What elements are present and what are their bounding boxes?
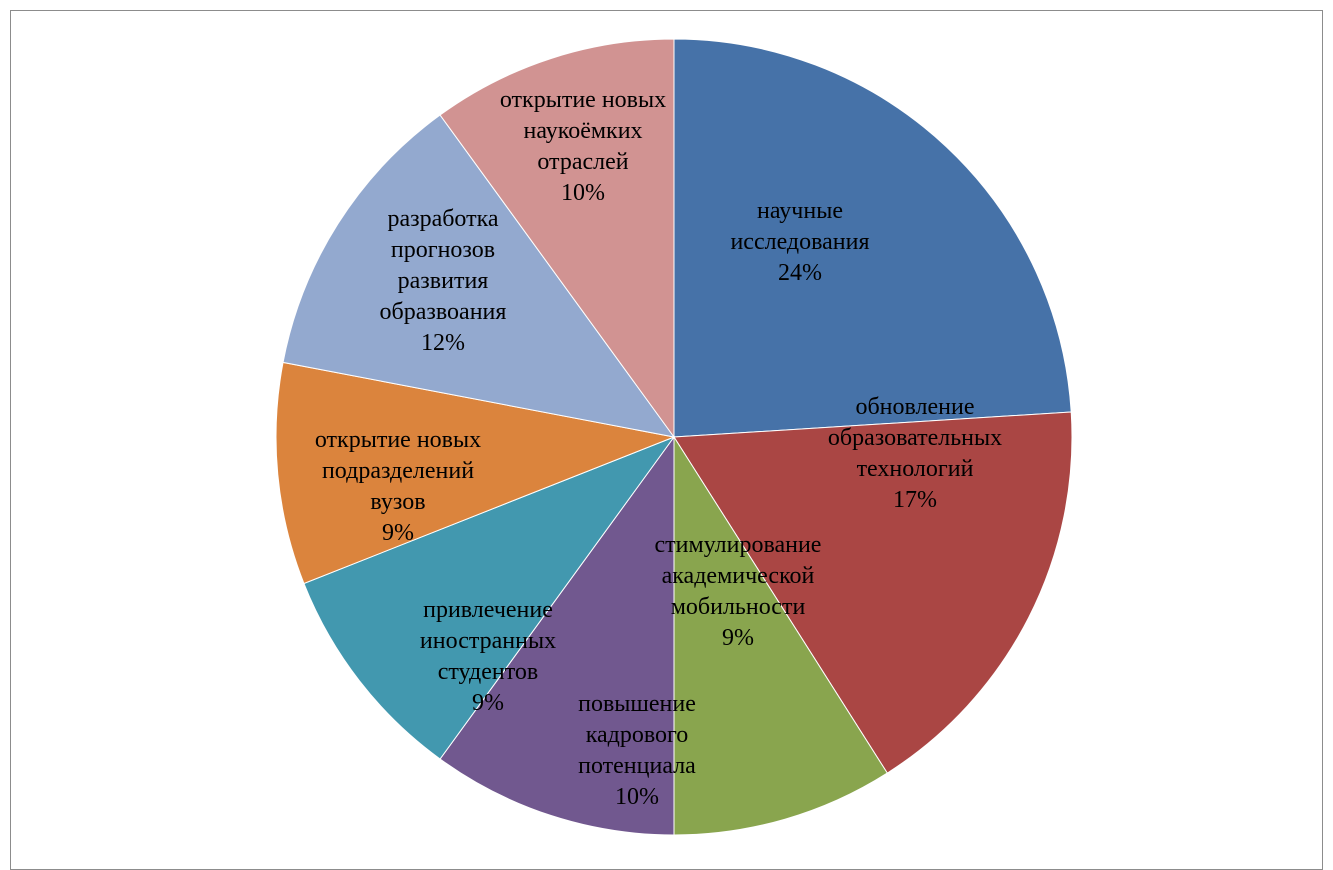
slice-label-line: открытие новых bbox=[500, 87, 666, 113]
slice-label-line: потенциала bbox=[578, 753, 696, 779]
slice-percent: 10% bbox=[561, 180, 605, 206]
slice-label-line: стимулирование bbox=[655, 532, 822, 558]
slice-label-line: образовательных bbox=[828, 425, 1002, 451]
slice-label-line: повышение bbox=[578, 691, 696, 717]
slice-label-line: мобильности bbox=[671, 594, 806, 620]
slice-label-line: наукоёмких bbox=[523, 118, 642, 144]
slice-label-line: студентов bbox=[438, 659, 539, 685]
slice-percent: 17% bbox=[893, 487, 937, 513]
pie-slice-7 bbox=[282, 114, 676, 438]
slice-percent: 10% bbox=[615, 784, 659, 810]
slice-label-5: привлечение иностранных студентов 9% bbox=[420, 597, 556, 716]
pie-labels: научные исследования 24% обновление образова… bbox=[315, 87, 1002, 810]
slice-label-line: открытие новых bbox=[315, 427, 481, 453]
slice-label-line: привлечение bbox=[423, 597, 553, 623]
slice-label-line: технологий bbox=[857, 456, 974, 482]
slice-label-line: кадрового bbox=[586, 722, 689, 748]
slice-label-line: отраслей bbox=[537, 149, 628, 175]
slice-percent: 9% bbox=[722, 625, 754, 651]
slice-label-6: открытие новых подразделений вузов 9% bbox=[315, 427, 481, 546]
slice-percent: 12% bbox=[421, 330, 465, 356]
slice-label-line: образвоания bbox=[380, 299, 507, 325]
slice-label-2: обновление образовательных технологий 17% bbox=[828, 394, 1002, 513]
slice-percent: 9% bbox=[472, 690, 504, 716]
slice-label-4: повышение кадрового потенциала 10% bbox=[578, 691, 696, 810]
slice-label-line: развития bbox=[398, 268, 489, 294]
slice-label-line: обновление bbox=[855, 394, 974, 420]
slice-label-1: научные исследования 24% bbox=[730, 198, 869, 286]
slice-percent: 24% bbox=[778, 260, 822, 286]
slice-label-line: исследования bbox=[730, 229, 869, 255]
slice-label-line: подразделений bbox=[322, 458, 474, 484]
slice-label-3: стимулирование академической мобильности 9% bbox=[655, 532, 822, 651]
slice-label-line: научные bbox=[757, 198, 843, 224]
slice-label-line: вузов bbox=[370, 489, 425, 515]
slice-label-line: прогнозов bbox=[391, 237, 495, 263]
pie-slice-6 bbox=[275, 361, 676, 585]
pie-slice-1 bbox=[673, 38, 1072, 438]
slice-label-line: академической bbox=[662, 563, 815, 589]
pie-slice-8 bbox=[439, 38, 675, 439]
pie-slices bbox=[275, 38, 1073, 836]
slice-percent: 9% bbox=[382, 520, 414, 546]
slice-label-line: иностранных bbox=[420, 628, 556, 654]
pie-slice-3 bbox=[673, 435, 888, 836]
slice-label-line: разработка bbox=[387, 206, 498, 232]
slice-label-8: открытие новых наукоёмких отраслей 10% bbox=[500, 87, 666, 206]
pie-slice-4 bbox=[439, 435, 675, 836]
slice-label-7: разработка прогнозов развития образвоания 12… bbox=[380, 206, 507, 356]
pie-slice-2 bbox=[673, 411, 1073, 774]
pie-slice-5 bbox=[303, 435, 676, 760]
